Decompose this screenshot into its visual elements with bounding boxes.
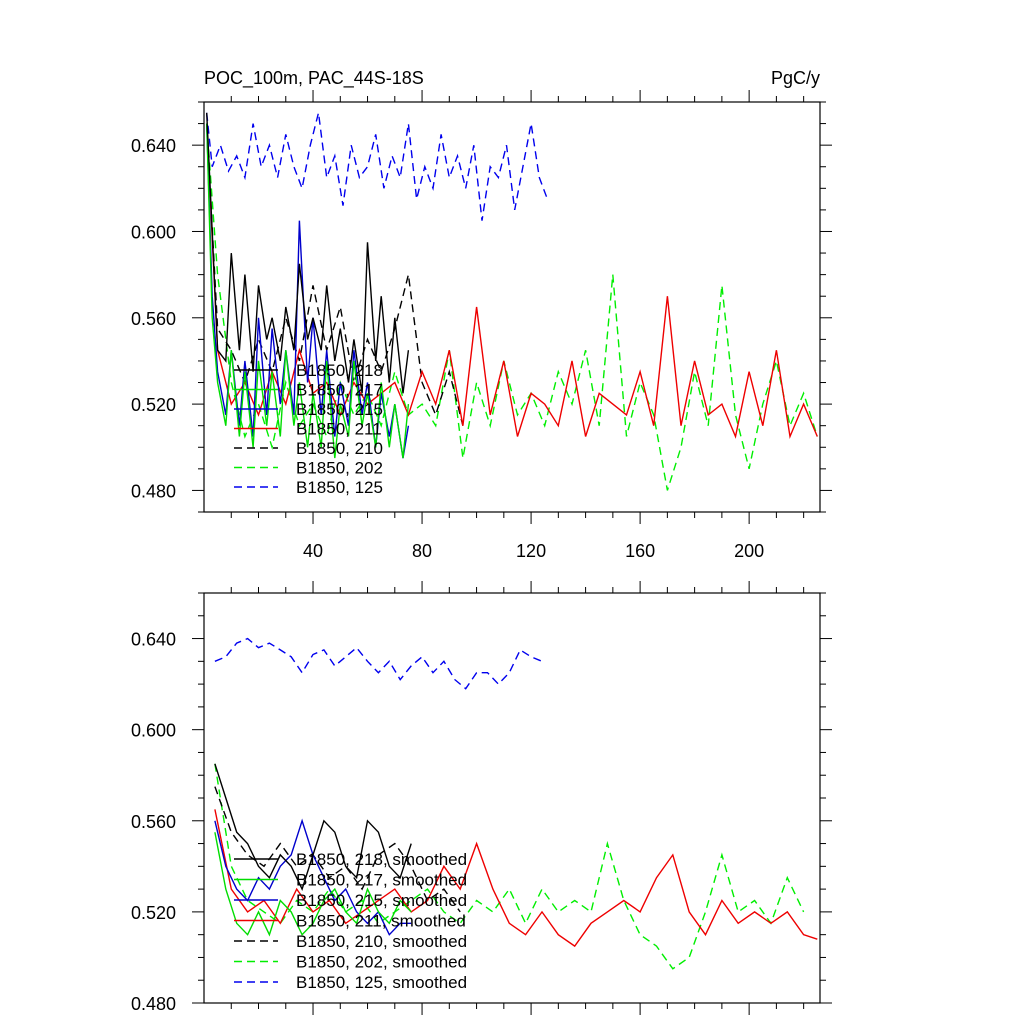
x-tick-label: 120 [516,541,546,561]
chart-bottom: 0.480 0.520 0.560 0.600 0.640 B1850, 218, smo… [131,581,832,1015]
y-tick-label: 0.560 [131,812,176,832]
y-tick-label: 0.520 [131,903,176,923]
x-tick-label: 200 [734,541,764,561]
plot-frame [203,101,821,513]
chart-top: POC_100m, PAC_44S-18S PgC/y 0.480 0.520 0.… [131,68,832,561]
y-tick-label: 0.600 [131,721,176,741]
legend-label: B1850, 202, smoothed [296,953,467,972]
series-line-2 [214,832,412,937]
series-line-2 [206,123,410,459]
chart-units: PgC/y [771,68,820,88]
legend-label: B1850, 215 [296,400,383,419]
legend-label: B1850, 217, smoothed [296,871,467,890]
legend-label: B1850, 210, smoothed [296,932,467,951]
series-line-1 [214,763,412,891]
chart-title: POC_100m, PAC_44S-18S [204,68,424,89]
y-tick-label: 0.600 [131,222,176,242]
series-line-4 [214,809,818,948]
series-line-5 [214,786,461,913]
legend-label: B1850, 202 [296,459,383,478]
legend-label: B1850, 210 [296,439,383,458]
legend-label: B1850, 215, smoothed [296,891,467,910]
series-line-4 [206,123,818,440]
y-tick-label: 0.640 [131,136,176,156]
y-tick-label: 0.560 [131,309,176,329]
legend-label: B1850, 218, smoothed [296,850,467,869]
series-line-6 [206,123,818,491]
legend-label: B1850, 125, smoothed [296,973,467,992]
y-tick-label: 0.640 [131,630,176,650]
legend-label: B1850, 217 [296,381,383,400]
x-tick-label: 80 [412,541,432,561]
series-line-7 [206,112,549,221]
y-tick-label: 0.480 [131,481,176,501]
legend-label: B1850, 211 [296,420,382,439]
legend-label: B1850, 211, smoothed [296,912,466,931]
legend-label: B1850, 218 [296,361,383,380]
legend-label: B1850, 125 [296,478,383,497]
x-tick-label: 40 [303,541,323,561]
y-tick-label: 0.480 [131,994,176,1014]
series-line-7 [214,637,543,690]
x-tick-label: 160 [625,541,655,561]
y-tick-label: 0.520 [131,395,176,415]
series-line-1 [206,112,410,394]
